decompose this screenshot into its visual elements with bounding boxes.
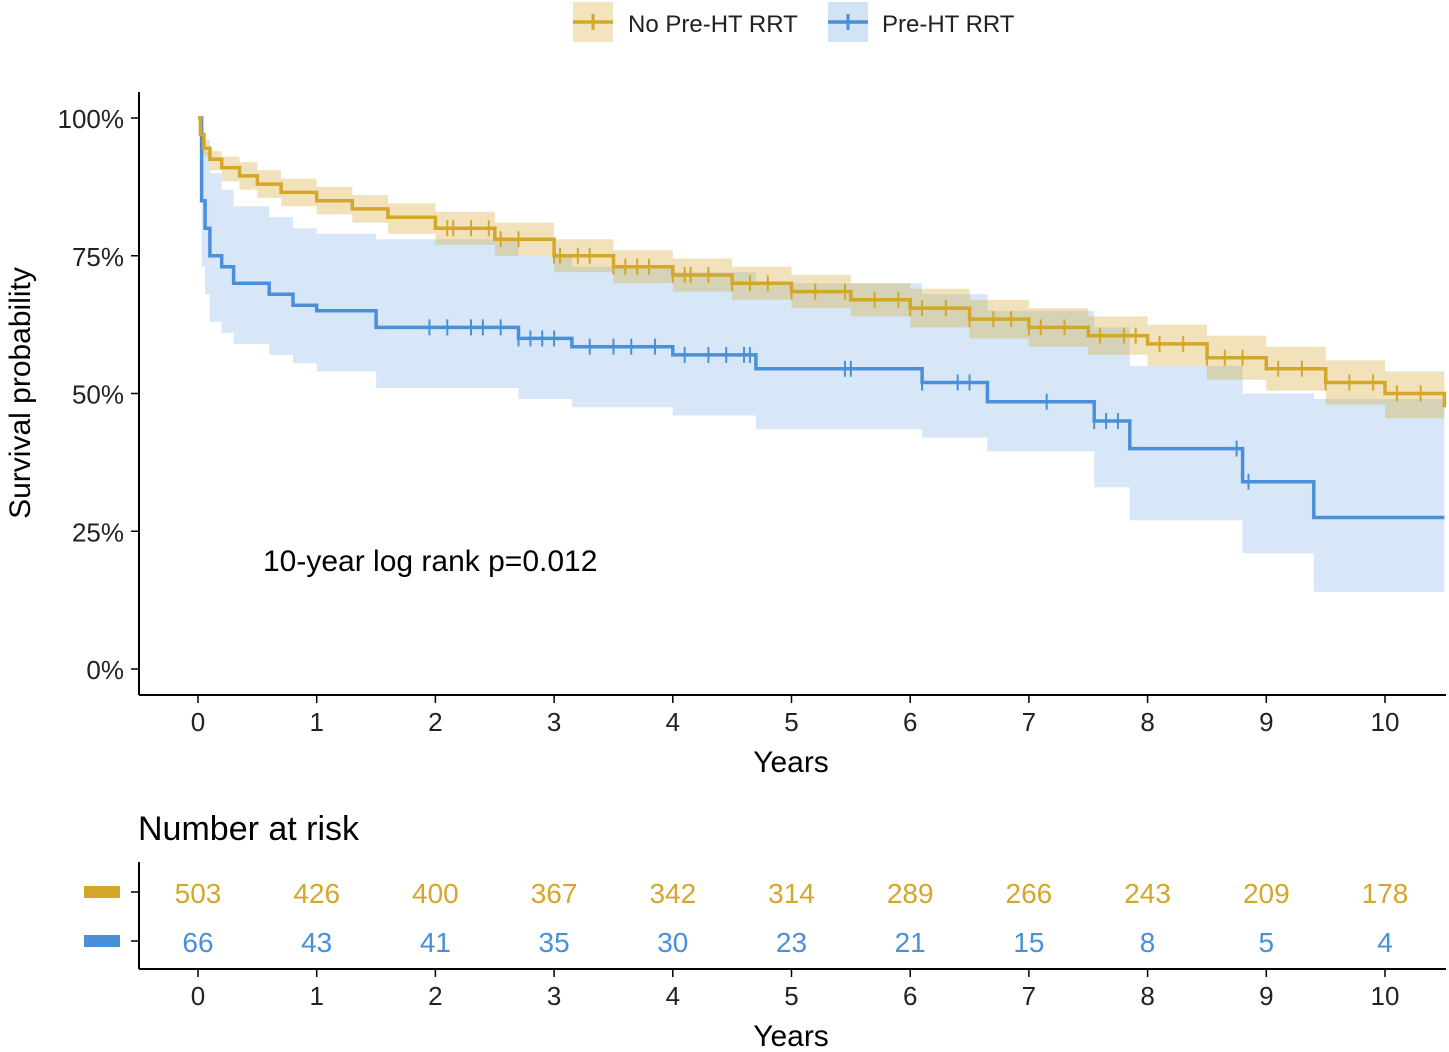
risk-x-tick-label-4: 4 [666,981,680,1011]
x-tick-label-8: 8 [1140,707,1154,737]
risk-value-pre-ht-rrt-0: 66 [182,927,213,958]
risk-x-tick-label-6: 6 [903,981,917,1011]
risk-x-tick-label-9: 9 [1259,981,1273,1011]
legend-item-pre-ht-rrt: Pre-HT RRT [828,2,1015,42]
y-axis-ticks: 0% 25% 50% 75% 100% [58,104,139,685]
x-axis-ticks: 0 1 2 3 4 5 6 7 8 9 10 [191,695,1400,737]
x-tick-label-9: 9 [1259,707,1273,737]
y-tick-label-1: 25% [72,517,124,547]
y-tick-label-4: 100% [58,104,125,134]
risk-value-pre-ht-rrt-10: 4 [1377,927,1393,958]
survival-plot: 0% 25% 50% 75% 100% 0 1 2 3 4 5 6 7 8 9 10 Survival pr… [4,92,1447,779]
risk-row-swatch-no-pre-ht-rrt [84,886,120,898]
risk-value-pre-ht-rrt-4: 30 [657,927,688,958]
risk-value-pre-ht-rrt-6: 21 [895,927,926,958]
risk-table-x-label: Years [753,1020,829,1052]
risk-value-no-pre-ht-rrt-2: 400 [412,878,459,909]
risk-table: Number at risk 503 426 400 367 342 314 289 266 2… [84,810,1446,1052]
risk-value-no-pre-ht-rrt-8: 243 [1124,878,1171,909]
censor-marks [428,220,1422,490]
risk-value-no-pre-ht-rrt-4: 342 [649,878,696,909]
risk-value-pre-ht-rrt-2: 41 [420,927,451,958]
risk-value-pre-ht-rrt-3: 35 [539,927,570,958]
y-tick-label-0: 0% [86,655,124,685]
risk-x-tick-label-8: 8 [1140,981,1154,1011]
x-axis-label: Years [753,746,829,779]
risk-value-no-pre-ht-rrt-0: 503 [175,878,222,909]
x-tick-label-7: 7 [1022,707,1036,737]
risk-value-no-pre-ht-rrt-9: 209 [1243,878,1290,909]
risk-value-pre-ht-rrt-5: 23 [776,927,807,958]
x-tick-label-6: 6 [903,707,917,737]
risk-table-values: 503 426 400 367 342 314 289 266 243 209 178 66 43 41 3… [175,878,1409,958]
risk-x-tick-label-10: 10 [1371,981,1400,1011]
risk-value-no-pre-ht-rrt-6: 289 [887,878,934,909]
y-tick-label-2: 50% [72,380,124,410]
risk-value-pre-ht-rrt-9: 5 [1259,927,1275,958]
ci-band-pre-ht-rrt [198,118,1445,592]
legend: No Pre-HT RRT Pre-HT RRT [573,2,1015,42]
y-axis-label: Survival probability [4,267,37,519]
risk-x-tick-label-0: 0 [191,981,205,1011]
ci-band-no-pre-ht-rrt [198,118,1445,433]
risk-value-pre-ht-rrt-7: 15 [1013,927,1044,958]
risk-table-title: Number at risk [138,810,360,848]
risk-x-tick-label-2: 2 [428,981,442,1011]
risk-x-tick-label-5: 5 [784,981,798,1011]
x-tick-label-10: 10 [1371,707,1400,737]
risk-table-x-ticks: 0 1 2 3 4 5 6 7 8 9 10 [191,969,1400,1011]
risk-x-tick-label-7: 7 [1022,981,1036,1011]
risk-value-pre-ht-rrt-1: 43 [301,927,332,958]
risk-x-tick-label-1: 1 [309,981,323,1011]
confidence-bands [198,118,1445,592]
risk-value-no-pre-ht-rrt-3: 367 [531,878,578,909]
x-tick-label-4: 4 [666,707,680,737]
risk-value-no-pre-ht-rrt-10: 178 [1362,878,1409,909]
risk-value-no-pre-ht-rrt-5: 314 [768,878,815,909]
risk-row-swatch-pre-ht-rrt [84,935,120,947]
risk-value-no-pre-ht-rrt-7: 266 [1006,878,1053,909]
legend-item-no-pre-ht-rrt: No Pre-HT RRT [573,2,798,42]
x-tick-label-1: 1 [309,707,323,737]
y-tick-label-3: 75% [72,242,124,272]
risk-x-tick-label-3: 3 [547,981,561,1011]
x-tick-label-5: 5 [784,707,798,737]
legend-label-no-pre-ht-rrt: No Pre-HT RRT [628,11,798,38]
x-tick-label-3: 3 [547,707,561,737]
risk-value-pre-ht-rrt-8: 8 [1140,927,1156,958]
x-tick-label-0: 0 [191,707,205,737]
risk-value-no-pre-ht-rrt-1: 426 [293,878,340,909]
log-rank-annotation: 10-year log rank p=0.012 [263,545,597,578]
x-tick-label-2: 2 [428,707,442,737]
legend-label-pre-ht-rrt: Pre-HT RRT [882,11,1015,38]
